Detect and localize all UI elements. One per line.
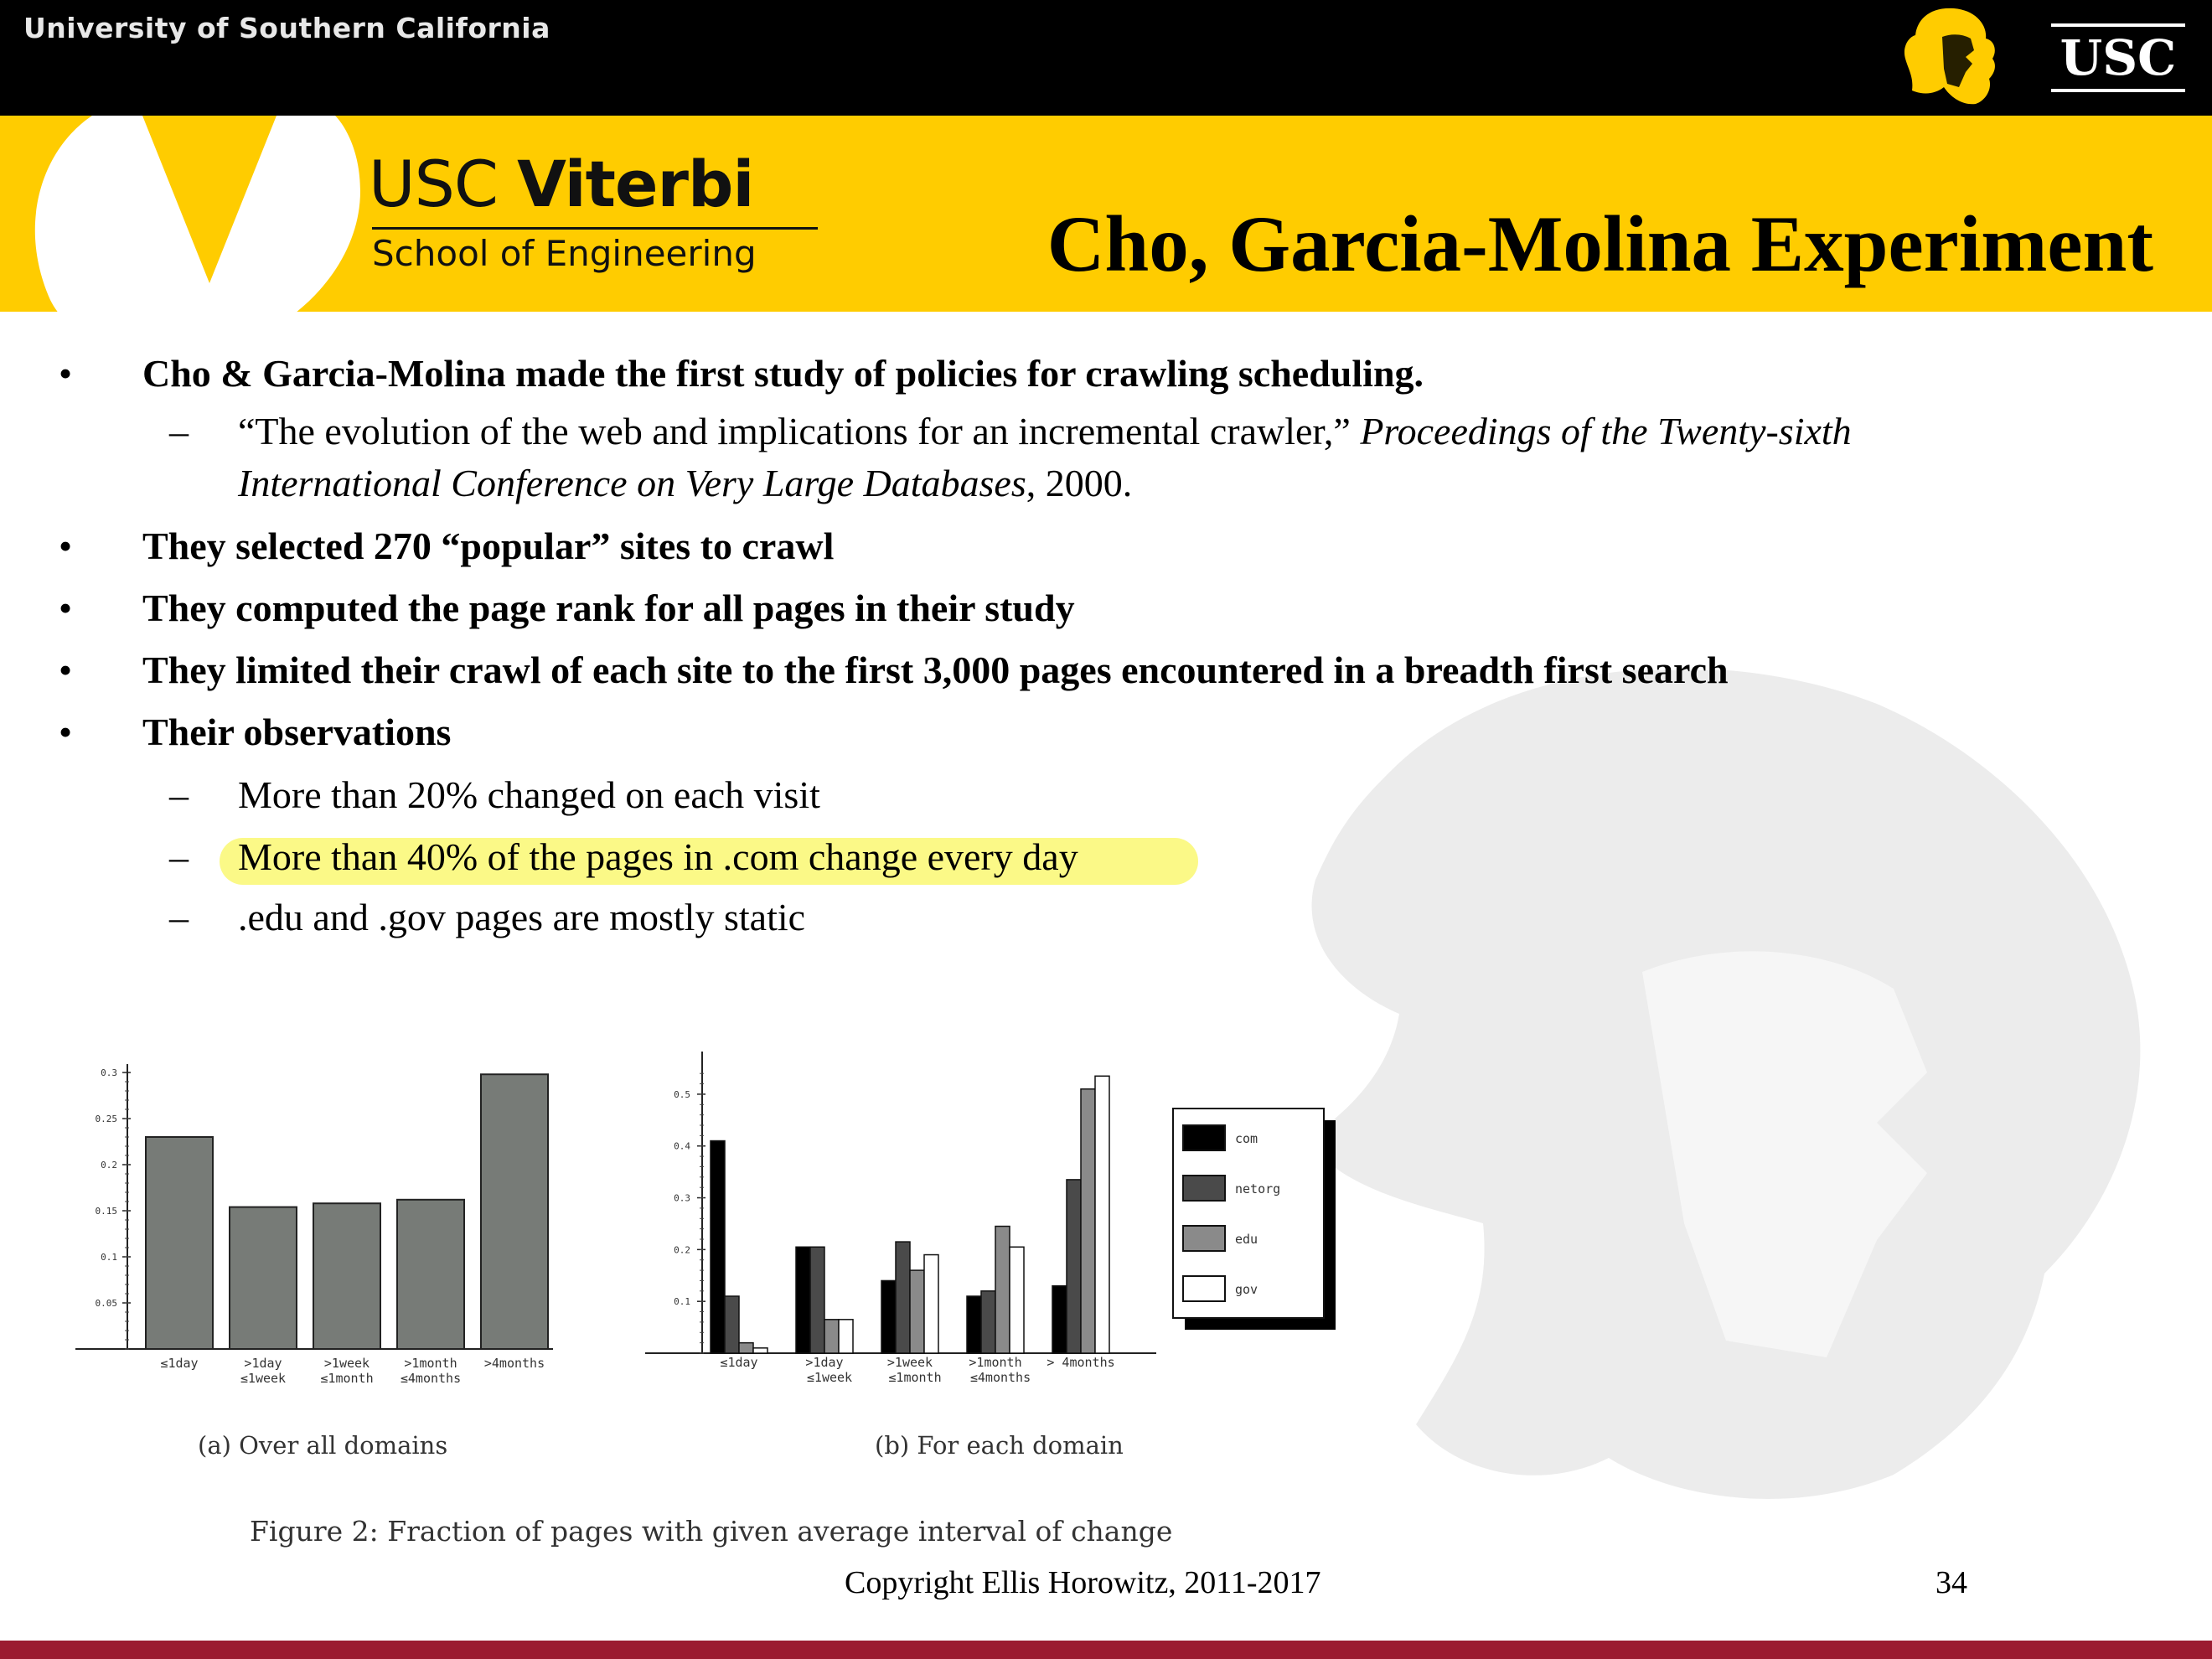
bar-gov [923, 1253, 939, 1354]
viterbi-school-name: School of Engineering [372, 233, 757, 274]
y-tick-label: 0.05 [96, 1298, 118, 1309]
legend-label-edu: edu [1235, 1232, 1258, 1247]
bullet-item: • They computed the page rank for all pag… [59, 587, 1075, 629]
chart-over-all-domains: 0.05 0.1 0.15 0.2 0.25 0.3 ≤1day >1day≤1week >1w… [75, 1064, 553, 1386]
bar-edu [1080, 1088, 1096, 1354]
bullet-item: • Their observations [59, 711, 452, 753]
citation-line-2: International Conference on Very Large D… [238, 462, 1133, 504]
bar-com [795, 1246, 811, 1354]
y-tick-label: 0.4 [674, 1141, 690, 1152]
bar-netorg [724, 1295, 740, 1354]
bullet-item: • They selected 270 “popular” sites to cr… [59, 525, 835, 567]
bar-gov [752, 1347, 768, 1354]
y-tick-label: 0.3 [101, 1067, 117, 1078]
bar-edu [995, 1225, 1010, 1354]
y-tick-label: 0.2 [101, 1160, 117, 1171]
x-tick-label: ≤4months [401, 1371, 461, 1386]
bar-netorg [895, 1241, 911, 1354]
x-tick-label: >1month [969, 1355, 1021, 1370]
bar-com [710, 1140, 726, 1354]
x-tick-label: ≤1day [720, 1355, 757, 1370]
y-tick-label: 0.25 [96, 1114, 118, 1124]
bullet-item: • Cho & Garcia-Molina made the first stud… [59, 352, 1424, 395]
bar-netorg [809, 1246, 825, 1354]
bar [229, 1206, 297, 1350]
bar-netorg [1066, 1179, 1082, 1354]
page-number: 34 [1936, 1565, 1967, 1600]
legend-swatch-netorg [1182, 1175, 1226, 1202]
subcaption-a: (a) Over all domains [198, 1431, 448, 1460]
x-tick-label: ≤1week [807, 1370, 852, 1385]
x-tick-label: >1day [244, 1356, 282, 1371]
observation-highlight [220, 838, 1198, 885]
bar-edu [909, 1269, 925, 1354]
bar [313, 1202, 381, 1350]
slide-title: Cho, Garcia-Molina Experiment [1047, 199, 2153, 288]
title-band [0, 116, 2212, 312]
x-tick-label: >1week [324, 1356, 370, 1371]
bar [480, 1073, 549, 1350]
chart-for-each-domain: 0.1 0.2 0.3 0.4 0.5 ≤1day >1day≤1week >1week≤1m… [645, 1052, 1336, 1385]
y-tick-label: 0.15 [96, 1206, 118, 1217]
x-tick-label: ≤1month [888, 1370, 941, 1385]
bar [396, 1198, 465, 1350]
legend-label-netorg: netorg [1235, 1181, 1280, 1196]
observation-item: – More than 20% changed on each visit [169, 773, 820, 816]
bar-gov [1009, 1246, 1025, 1354]
top-bar: University of Southern California USC [0, 0, 2212, 116]
y-tick-label: 0.3 [674, 1193, 690, 1204]
bar-com [1052, 1284, 1067, 1354]
bar-gov [1094, 1075, 1110, 1354]
bottom-bar [0, 1641, 2212, 1659]
subcaption-b: (b) For each domain [875, 1431, 1124, 1460]
bullet-item: • They limited their crawl of each site t… [59, 649, 1729, 691]
x-tick-label: >1day [805, 1355, 843, 1370]
legend-label-gov: gov [1235, 1282, 1258, 1297]
observation-item: – .edu and .gov pages are mostly static [169, 896, 806, 938]
bar-edu [824, 1319, 840, 1354]
x-tick-label: ≤1week [240, 1371, 286, 1386]
y-tick-label: 0.2 [674, 1244, 690, 1255]
copyright-footer: Copyright Ellis Horowitz, 2011-2017 [845, 1565, 1321, 1600]
x-tick-label: > 4months [1047, 1355, 1114, 1370]
bar-netorg [980, 1290, 996, 1354]
bar-com [881, 1279, 897, 1354]
usc-wordmark: USC [2051, 23, 2185, 92]
figure-caption: Figure 2: Fraction of pages with given a… [250, 1515, 1173, 1548]
trojan-head-logo [1904, 8, 1995, 105]
observation-item-highlighted: – More than 40% of the pages in .com chan… [169, 835, 1078, 878]
y-tick-label: 0.1 [101, 1252, 117, 1263]
y-tick-label: 0.5 [674, 1089, 690, 1100]
bar-com [966, 1295, 982, 1354]
viterbi-wordmark: USC Viterbi [369, 147, 754, 221]
viterbi-rule [372, 227, 818, 230]
legend-swatch-com [1182, 1124, 1226, 1151]
x-tick-label: >1week [887, 1355, 933, 1370]
bar [145, 1136, 214, 1350]
x-tick-label: >1month [404, 1356, 457, 1371]
x-tick-label: >4months [484, 1356, 545, 1371]
citation-line-1: – “The evolution of the web and implicati… [169, 410, 1852, 452]
bar-gov [838, 1319, 854, 1354]
university-name: University of Southern California [23, 12, 550, 44]
legend-label-com: com [1235, 1131, 1258, 1146]
bar-edu [738, 1341, 754, 1354]
x-tick-label: ≤1day [160, 1356, 198, 1371]
trojan-watermark [1307, 670, 2141, 1499]
legend-swatch-edu [1182, 1225, 1226, 1252]
viterbi-v-logo [34, 116, 360, 312]
legend-swatch-gov [1182, 1275, 1226, 1302]
y-tick-label: 0.1 [674, 1296, 690, 1307]
x-tick-label: ≤4months [970, 1370, 1031, 1385]
x-tick-label: ≤1month [320, 1371, 373, 1386]
